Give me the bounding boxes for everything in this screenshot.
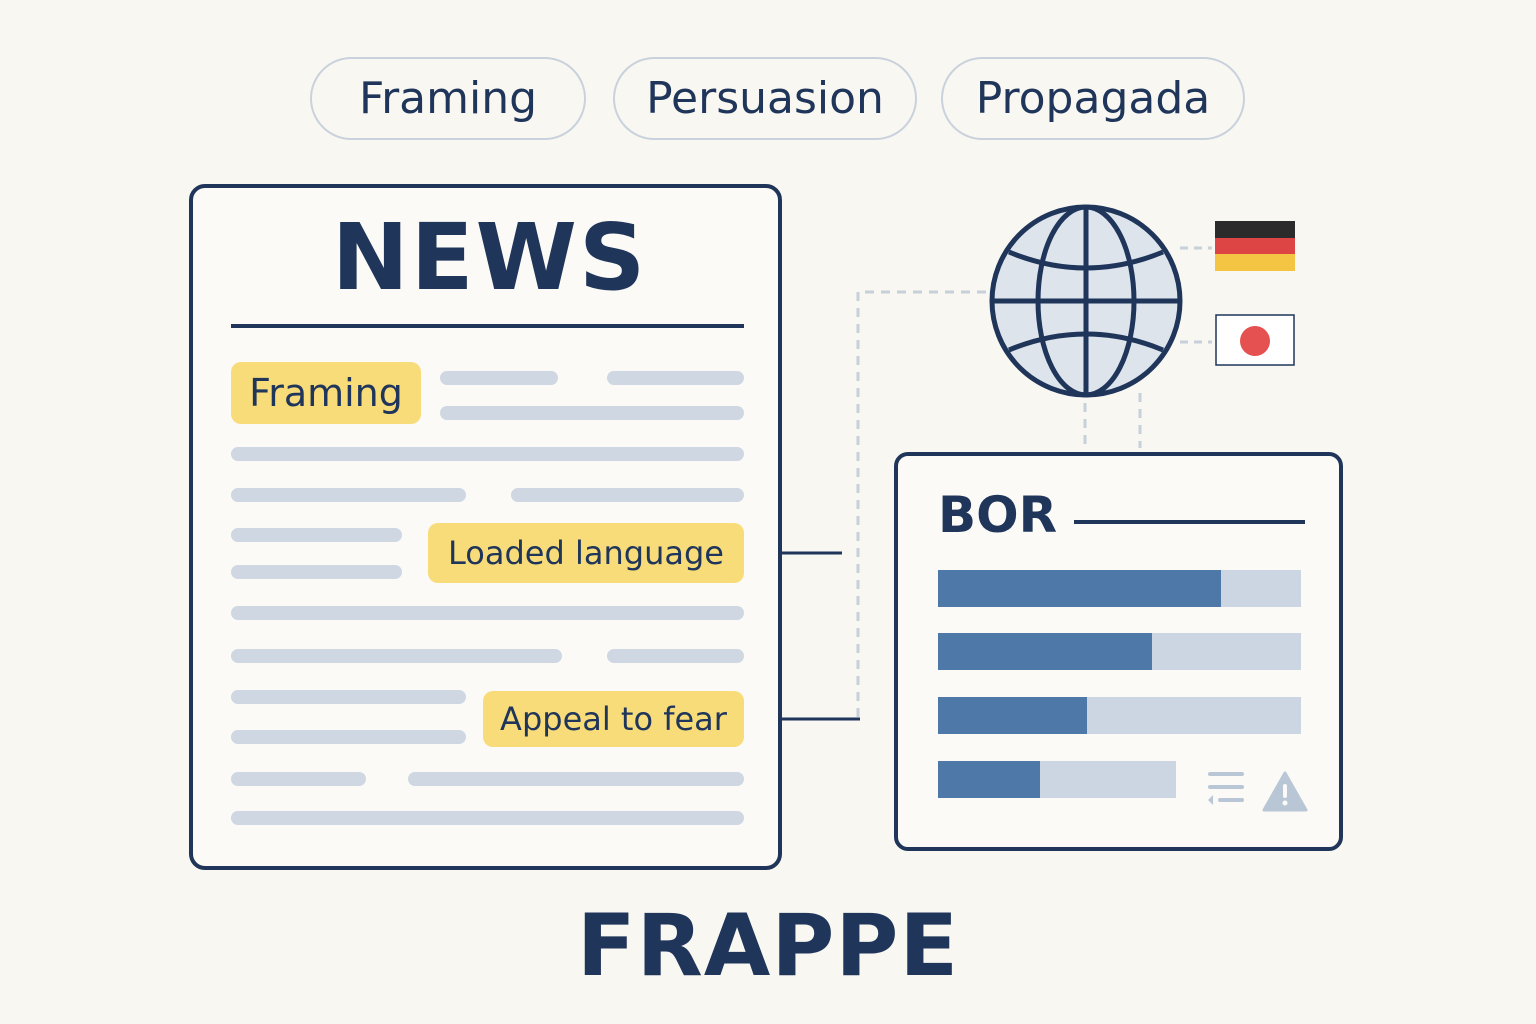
score-bar-2 (938, 633, 1301, 670)
text-line (231, 811, 744, 825)
tag-appeal-to-fear[interactable]: Appeal to fear (483, 691, 744, 747)
text-line (408, 772, 744, 786)
text-line (231, 772, 366, 786)
text-line (231, 730, 466, 744)
text-line (511, 488, 744, 502)
score-bar-1 (938, 570, 1301, 607)
text-line (231, 528, 402, 542)
score-bar-fill (938, 633, 1153, 670)
germany-flag-icon (1215, 221, 1295, 271)
news-article-card: NEWS Framing Loaded language Appeal to f… (189, 184, 782, 870)
pill-framing-label: Framing (358, 73, 538, 124)
text-line (231, 447, 744, 461)
text-line (440, 406, 744, 420)
text-line (231, 565, 402, 579)
pill-persuasion-label: Persuasion (646, 73, 884, 124)
dashed-link-globe (856, 290, 988, 717)
list-icon[interactable] (1204, 770, 1248, 814)
pill-persuasion[interactable]: Persuasion (613, 57, 917, 140)
pill-propaganda-label: Propagada (975, 73, 1211, 124)
footer-title: FRAPPE (576, 896, 960, 996)
text-line (231, 606, 744, 620)
news-divider (231, 324, 744, 328)
result-divider (1074, 520, 1305, 524)
news-title: NEWS (331, 204, 648, 311)
tag-loaded-language[interactable]: Loaded language (428, 523, 744, 583)
warning-icon[interactable] (1262, 770, 1308, 814)
result-panel: BOR (894, 452, 1343, 851)
tag-framing[interactable]: Framing (231, 362, 421, 424)
score-bar-fill (938, 570, 1222, 607)
text-line (231, 690, 466, 704)
pill-propaganda[interactable]: Propagada (941, 57, 1245, 140)
text-line (231, 488, 466, 502)
tag-framing-label: Framing (249, 371, 403, 415)
text-line (231, 649, 562, 663)
globe-icon (989, 204, 1183, 398)
score-bar-fill (938, 697, 1087, 734)
score-bar-4 (938, 761, 1176, 798)
text-line (607, 649, 744, 663)
score-bar-3 (938, 697, 1301, 734)
result-title: BOR (938, 486, 1058, 544)
japan-flag-icon (1215, 314, 1295, 366)
pill-framing[interactable]: Framing (310, 57, 586, 140)
tag-appeal-to-fear-label: Appeal to fear (500, 700, 727, 738)
text-line (607, 371, 744, 385)
text-line (440, 371, 558, 385)
score-bar-fill (938, 761, 1041, 798)
tag-loaded-language-label: Loaded language (448, 534, 724, 572)
